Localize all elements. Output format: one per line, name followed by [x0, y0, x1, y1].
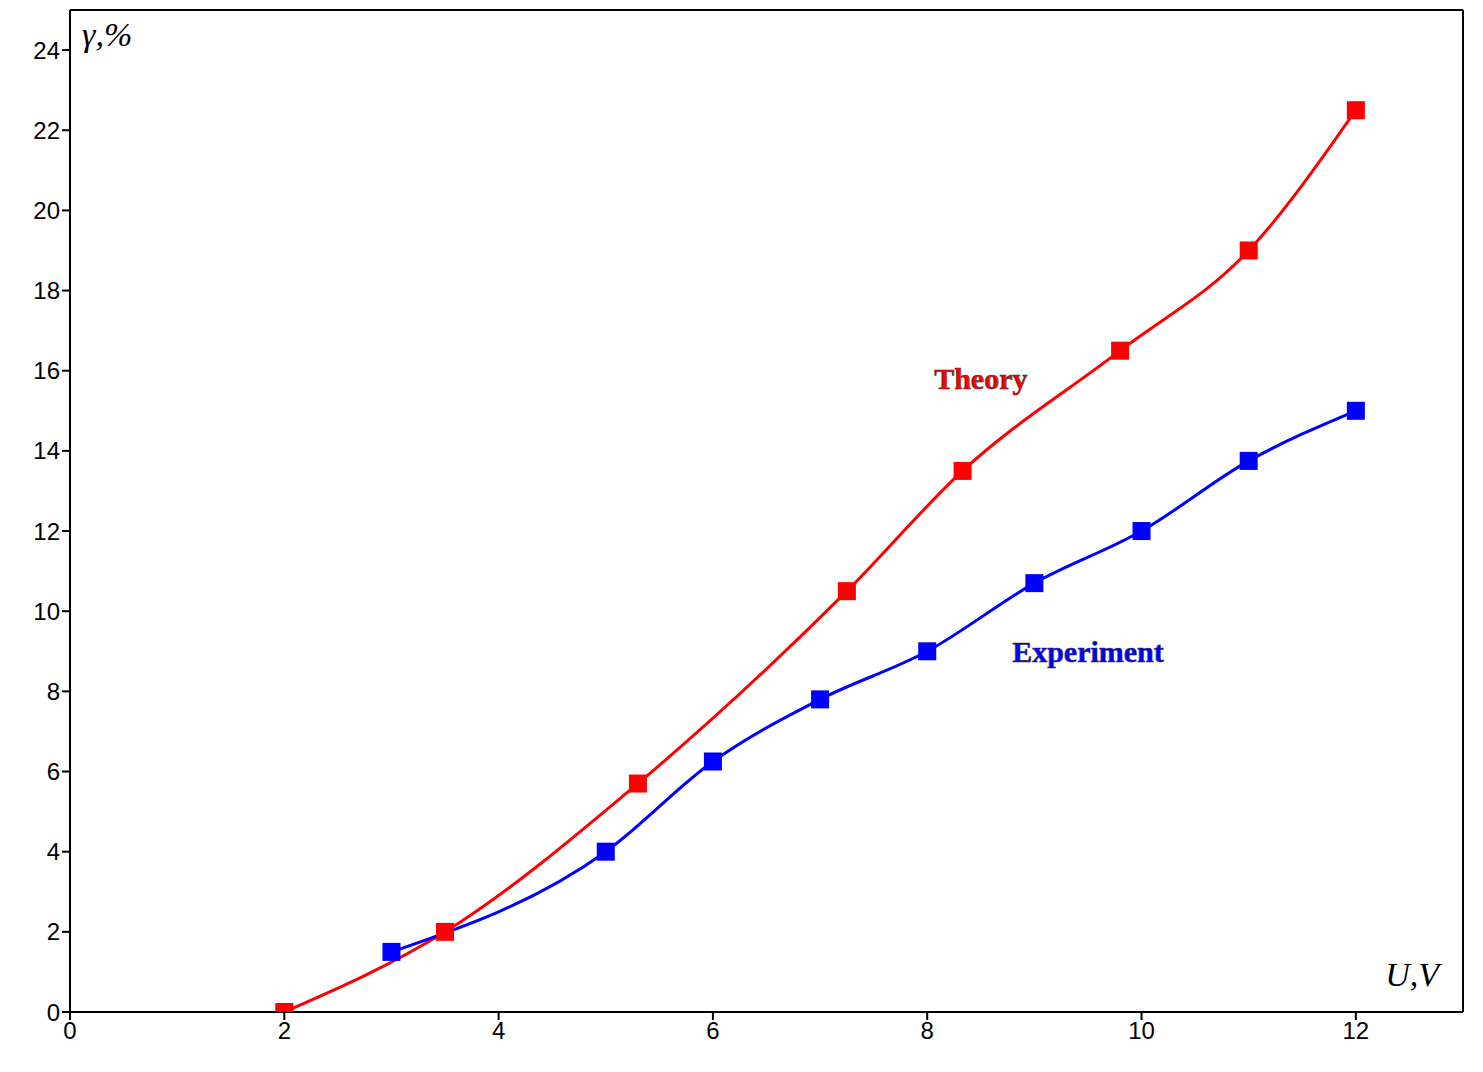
svg-text:2: 2	[47, 918, 60, 945]
svg-text:6: 6	[47, 758, 60, 785]
svg-text:14: 14	[33, 437, 60, 464]
svg-text:18: 18	[33, 277, 60, 304]
svg-text:22: 22	[33, 117, 60, 144]
svg-text:10: 10	[1128, 1017, 1155, 1044]
svg-text:Experiment: Experiment	[1012, 635, 1164, 668]
html-text:U,V: U,V	[1385, 956, 1439, 993]
svg-text:0: 0	[47, 999, 60, 1026]
svg-text:8: 8	[921, 1017, 934, 1044]
svg-text:16: 16	[33, 357, 60, 384]
svg-text:0: 0	[63, 1017, 76, 1044]
svg-text:4: 4	[492, 1017, 505, 1044]
svg-text:4: 4	[47, 838, 60, 865]
svg-text:24: 24	[33, 37, 60, 64]
html-text:γ,%: γ,%	[82, 16, 133, 53]
svg-text:20: 20	[33, 197, 60, 224]
svg-text:12: 12	[1342, 1017, 1369, 1044]
svg-text:8: 8	[47, 678, 60, 705]
svg-text:12: 12	[33, 518, 60, 545]
svg-text:Theory: Theory	[934, 362, 1027, 395]
svg-text:2: 2	[278, 1017, 291, 1044]
svg-text:6: 6	[706, 1017, 719, 1044]
svg-text:10: 10	[33, 598, 60, 625]
